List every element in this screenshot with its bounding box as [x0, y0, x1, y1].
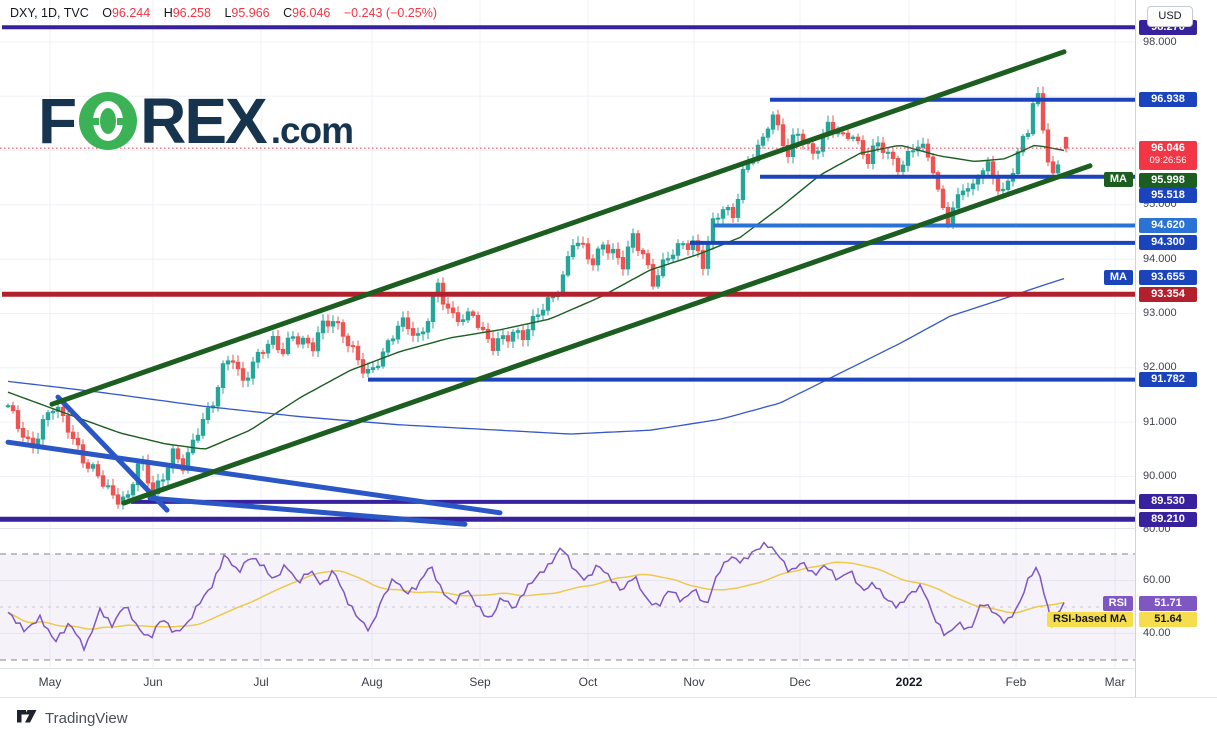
price-axis-badge: 93.354 — [1139, 287, 1197, 302]
falling-wedge-upper — [55, 394, 170, 513]
ma-slow-line — [7, 277, 1065, 435]
close-value: 96.046 — [292, 6, 331, 20]
time-axis-label-Jul: Jul — [253, 675, 269, 689]
low-value: 95.966 — [231, 6, 270, 20]
price-axis[interactable]: 98.000 95.000 94.000 93.000 92.000 91.000 90.0… — [1135, 0, 1217, 697]
footer-brand-row: TradingView — [16, 706, 128, 731]
symbol-title[interactable]: DXY, 1D, TVC — [10, 6, 89, 20]
time-axis-label-Dec: Dec — [789, 675, 811, 689]
price-tick-label: 93.000 — [1143, 307, 1177, 319]
price-tick-label: 90.000 — [1143, 470, 1177, 482]
falling-wedge-cross — [147, 495, 468, 527]
last-price-badge: 96.046 09:26:56 — [1139, 141, 1197, 170]
forex-coin-dash-left — [82, 118, 100, 125]
watermark-text-rex: REX — [140, 85, 268, 158]
rsi-tick-label: 40.00 — [1143, 627, 1171, 639]
open-label: O — [102, 6, 112, 20]
price-axis-badge: 95.518 — [1139, 188, 1197, 203]
time-axis-label-Nov: Nov — [683, 675, 705, 689]
forex-coin-dash-right — [117, 118, 135, 125]
price-axis-badge: 93.655 — [1139, 270, 1197, 285]
time-axis-label-Aug: Aug — [361, 675, 383, 689]
high-label: H — [163, 6, 173, 20]
time-axis-label-Mar: Mar — [1104, 675, 1126, 689]
rsi-tick-label: 60.00 — [1143, 574, 1171, 586]
price-axis-badge: 91.782 — [1139, 372, 1197, 387]
rsi-pane-bottom-divider — [0, 668, 1217, 669]
rsi-line — [7, 541, 1065, 653]
ma-fast-line — [7, 144, 1065, 450]
bar-countdown: 09:26:56 — [1149, 155, 1187, 166]
study-label-ma: MA — [1103, 270, 1133, 285]
close-label: C — [283, 6, 293, 20]
change-value: −0.243 (−0.25%) — [343, 6, 437, 20]
price-tick-label: 92.000 — [1143, 361, 1177, 373]
time-axis-label-May: May — [38, 675, 62, 689]
price-axis-badge: 89.210 — [1139, 512, 1197, 527]
study-label-ma: MA — [1103, 172, 1133, 187]
time-axis-label-2022: 2022 — [895, 675, 923, 689]
study-label-rsi-based-ma: RSI-based MA — [1047, 612, 1133, 627]
price-tick-label: 91.000 — [1143, 416, 1177, 428]
price-tick-label: 98.000 — [1143, 36, 1177, 48]
tradingview-brand[interactable]: TradingView — [45, 710, 128, 727]
pane-divider[interactable] — [0, 528, 1217, 529]
price-axis-badge: 96.938 — [1139, 92, 1197, 107]
time-axis-label-Jun: Jun — [143, 675, 163, 689]
forex-watermark: F REX .com — [38, 85, 354, 158]
symbol-legend: DXY, 1D, TVC O96.244 H96.258 L95.966 C96… — [10, 6, 437, 20]
time-axis-label-Feb: Feb — [1005, 675, 1027, 689]
price-chart-canvas[interactable] — [0, 0, 1135, 697]
time-axis-label-Sep: Sep — [469, 675, 491, 689]
open-value: 96.244 — [111, 6, 151, 20]
price-tick-label: 94.000 — [1143, 253, 1177, 265]
chart-bottom-divider — [0, 697, 1217, 698]
time-axis[interactable]: May Jun Jul Aug Sep Oct Nov Dec 2022 Feb Mar — [0, 668, 1135, 697]
rsi-axis-badge: 51.64 — [1139, 612, 1197, 627]
tradingview-logo-icon[interactable] — [16, 706, 38, 731]
rsi-axis-badge: 51.71 — [1139, 596, 1197, 611]
study-label-rsi: RSI — [1102, 596, 1133, 611]
price-axis-badge: 95.998 — [1139, 173, 1197, 188]
watermark-text-f: F — [38, 85, 77, 158]
ascending-channel-lower — [121, 163, 1093, 506]
time-axis-label-Oct: Oct — [578, 675, 598, 689]
price-axis-badge: 94.620 — [1139, 218, 1197, 233]
ascending-channel-upper — [49, 49, 1067, 407]
falling-wedge-lower — [5, 439, 503, 516]
price-axis-badge: 94.300 — [1139, 235, 1197, 250]
currency-unit-button[interactable]: USD — [1147, 6, 1193, 27]
low-label: L — [224, 6, 232, 20]
watermark-text-com: .com — [270, 110, 354, 151]
high-value: 96.258 — [172, 6, 211, 20]
forex-coin-icon — [79, 92, 138, 150]
price-axis-badge: 89.530 — [1139, 494, 1197, 509]
